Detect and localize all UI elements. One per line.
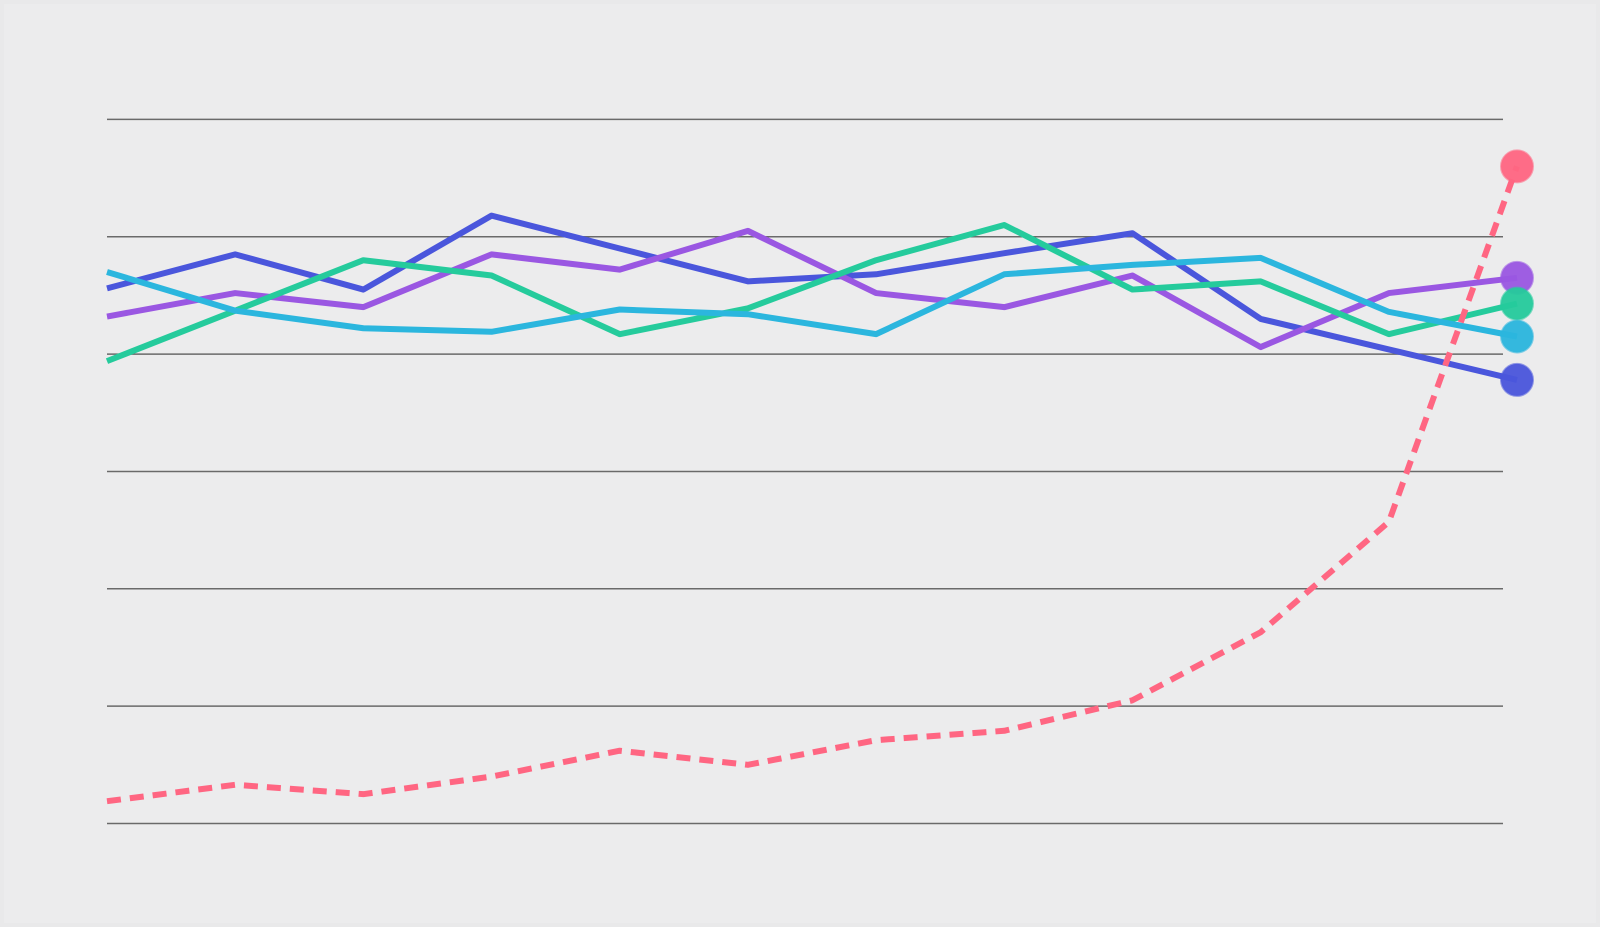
series-line [105,222,1518,364]
series-line [106,165,1520,805]
chart-panel [4,4,1596,923]
end-marker [1500,362,1534,397]
end-marker [1500,149,1534,184]
series-line [106,212,1518,383]
series-line [106,254,1518,340]
end-marker [1500,286,1534,321]
series-line [106,227,1518,351]
end-marker [1500,319,1534,354]
